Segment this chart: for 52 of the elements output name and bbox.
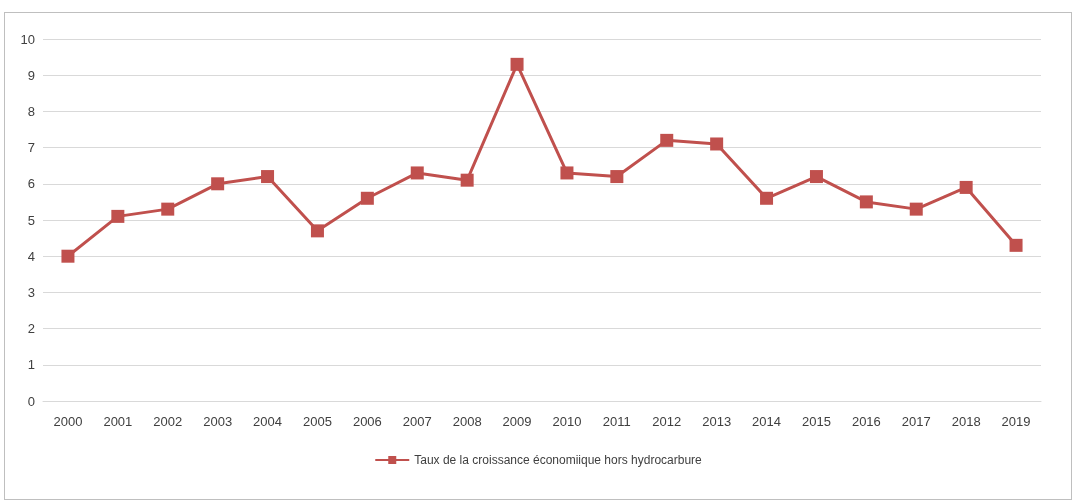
- x-tick-label: 2005: [302, 414, 332, 429]
- x-tick-label: 2001: [103, 414, 133, 429]
- x-tick-label: 2014: [752, 414, 782, 429]
- x-tick-label: 2016: [851, 414, 881, 429]
- point: [360, 191, 374, 205]
- y-tick-label: 9: [27, 67, 35, 83]
- y-tick-label: 4: [27, 248, 35, 264]
- point: [610, 170, 624, 184]
- point: [310, 224, 324, 238]
- point: [859, 195, 873, 209]
- x-tick-label: 2017: [901, 414, 931, 429]
- point: [1009, 238, 1023, 252]
- x-tick-label: 2004: [253, 414, 283, 429]
- y-tick-label: 8: [27, 103, 35, 119]
- x-tick-label: 2011: [602, 414, 631, 429]
- point: [460, 173, 474, 187]
- point: [510, 57, 524, 71]
- point: [111, 209, 125, 223]
- point: [261, 170, 275, 184]
- point: [909, 202, 923, 216]
- y-tick-label: 0: [27, 393, 35, 409]
- point: [809, 170, 823, 184]
- point: [61, 249, 75, 263]
- x-tick-label: 2012: [652, 414, 682, 429]
- point: [161, 202, 175, 216]
- y-tick-label: 5: [27, 212, 35, 228]
- y-tick-label: 3: [27, 284, 35, 300]
- y-tick-label: 10: [20, 31, 35, 47]
- point: [410, 166, 424, 180]
- x-tick-label: 2008: [452, 414, 482, 429]
- y-tick-label: 6: [27, 176, 35, 192]
- point: [959, 180, 973, 194]
- x-tick-label: 2003: [203, 414, 233, 429]
- y-tick-label: 7: [27, 140, 35, 156]
- x-tick-label: 2000: [53, 414, 83, 429]
- x-tick-label: 2013: [702, 414, 732, 429]
- point: [560, 166, 574, 180]
- x-tick-label: 2006: [352, 414, 382, 429]
- x-tick-label: 2018: [951, 414, 981, 429]
- x-tick-label: 2009: [502, 414, 532, 429]
- legend-label: Taux de la croissance économiique hors hydrocarbure: [414, 453, 703, 467]
- point: [211, 177, 225, 191]
- y-tick-label: 2: [27, 321, 35, 337]
- point: [760, 191, 774, 205]
- point: [710, 137, 724, 151]
- x-tick-label: 2007: [402, 414, 432, 429]
- x-tick-label: 2019: [1001, 414, 1031, 429]
- x-tick-label: 2010: [552, 414, 582, 429]
- x-tick-label: 2002: [153, 414, 183, 429]
- point: [660, 133, 674, 147]
- y-tick-label: 1: [27, 357, 35, 373]
- x-tick-label: 2015: [801, 414, 831, 429]
